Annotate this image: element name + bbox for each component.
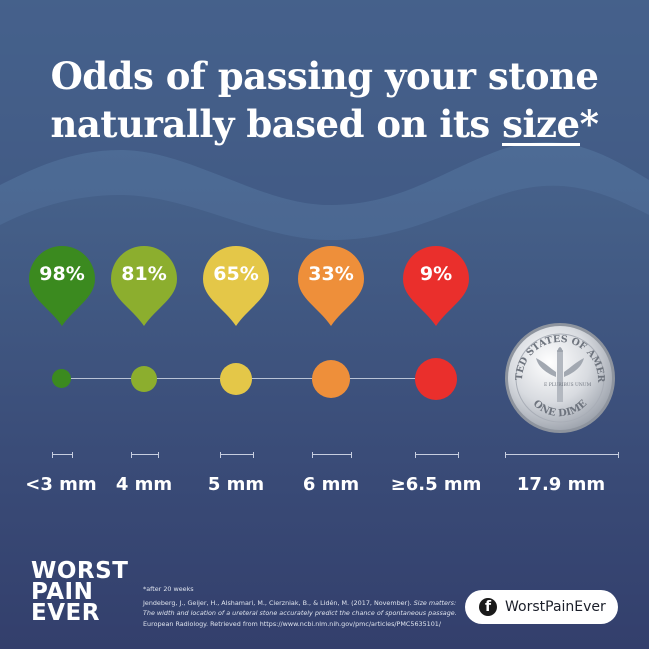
size-label-4: 6 mm: [302, 474, 360, 495]
dime-coin-image: UNITED STATES OF AMERICA ONE DIME E PLUR…: [504, 322, 615, 433]
size-label-1: <3 mm: [25, 474, 97, 495]
footnote-note: *after 20 weeks: [143, 585, 194, 593]
size-label-2: 4 mm: [115, 474, 173, 495]
brand-line-2: PAIN: [31, 579, 94, 605]
stone-dot-3: [220, 363, 252, 395]
percent-pin-4: 33%: [298, 246, 364, 326]
citation-rest: European Radiology. Retrieved from https…: [143, 619, 442, 628]
facebook-link-button[interactable]: f WorstPainEver: [465, 590, 618, 624]
citation-authors: Jendeberg, J., Geijer, H., Alshamari, M.…: [143, 598, 414, 607]
percent-pin-2: 81%: [111, 246, 177, 326]
scale-bar-3: [220, 452, 254, 458]
stone-dot-1: [52, 369, 71, 388]
percent-pin-1: 98%: [29, 246, 95, 326]
stone-dot-5: [415, 358, 457, 400]
citation-title: Size matters: The width and location of …: [143, 598, 457, 618]
title-size-word: size: [502, 102, 580, 146]
stone-dot-4: [312, 360, 350, 398]
title-line-1: Odds of passing your stone: [50, 54, 599, 98]
scale-bar-1: [52, 452, 73, 458]
footnote-citation: Jendeberg, J., Geijer, H., Alshamari, M.…: [143, 598, 458, 630]
size-label-coin: 17.9 mm: [516, 474, 606, 495]
title-asterisk: *: [579, 102, 599, 146]
size-label-5: ≥6.5 mm: [390, 474, 482, 495]
stone-dot-2: [131, 366, 157, 392]
scale-bar-5: [415, 452, 459, 458]
brand-line-3: EVER: [31, 600, 100, 626]
percent-label-3: 65%: [213, 263, 259, 285]
percent-label-1: 98%: [39, 263, 85, 285]
facebook-icon: f: [479, 598, 497, 616]
percent-pin-5: 9%: [403, 246, 469, 326]
footnote: *after 20 weeks Jendeberg, J., Geijer, H…: [143, 584, 458, 629]
coin-motto: E PLURIBUS UNUM: [544, 382, 592, 388]
facebook-handle: WorstPainEver: [505, 599, 606, 615]
title-line-2: naturally based on its size*: [0, 100, 649, 148]
scale-bar-4: [312, 452, 352, 458]
percent-label-4: 33%: [308, 263, 354, 285]
scale-bar-2: [131, 452, 159, 458]
percent-label-2: 81%: [121, 263, 167, 285]
percent-label-5: 9%: [419, 263, 453, 285]
title-line-2-text: naturally based on its: [50, 102, 503, 146]
size-label-3: 5 mm: [207, 474, 265, 495]
page-title: Odds of passing your stone naturally bas…: [0, 52, 649, 148]
scale-bar-coin: [505, 452, 619, 458]
percent-pin-3: 65%: [203, 246, 269, 326]
brand-line-1: WORST: [31, 558, 129, 584]
brand-logo: WORST PAIN EVER: [31, 558, 129, 626]
